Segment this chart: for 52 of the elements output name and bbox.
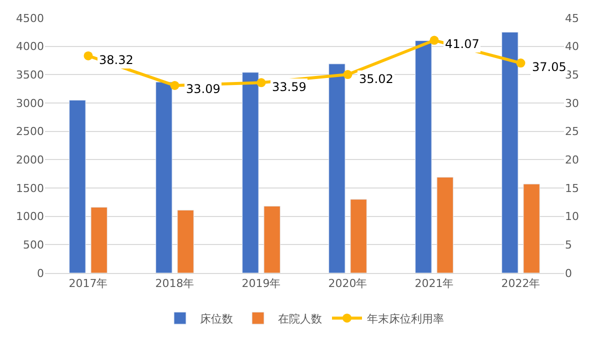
data-label: 33.59 — [272, 80, 306, 94]
point — [343, 70, 352, 80]
y-tick-label: 3500 — [16, 68, 44, 82]
y2-tick-label: 15 — [565, 182, 579, 195]
data-label: 41.07 — [445, 37, 480, 51]
bar — [90, 207, 108, 273]
legend-label: 年末床位利用率 — [367, 312, 444, 326]
legend-label: 在院人数 — [278, 312, 322, 326]
data-label: 37.05 — [532, 60, 566, 74]
point — [84, 51, 93, 60]
y2-tick-label: 10 — [565, 210, 579, 224]
point — [170, 80, 180, 90]
x-tick-label: 2017年 — [68, 277, 108, 290]
x-tick-label: 2020年 — [328, 277, 368, 290]
y-tick-label: 3000 — [16, 96, 44, 110]
point — [256, 78, 266, 88]
bar — [328, 64, 346, 273]
bar — [523, 184, 540, 273]
y-tick-label: 1000 — [16, 210, 44, 224]
bar — [415, 40, 432, 273]
data-label: 33.09 — [186, 82, 220, 96]
bar — [264, 206, 280, 273]
bar — [69, 100, 86, 273]
legend-label: 床位数 — [200, 312, 233, 326]
point — [430, 36, 439, 45]
x-tick-label: 2022年 — [501, 277, 540, 290]
y-tick-label: 500 — [23, 238, 44, 252]
y-tick-label: 4000 — [16, 40, 44, 54]
y2-tick-label: 40 — [565, 40, 579, 54]
point — [516, 58, 526, 68]
y-tick-label: 2500 — [16, 125, 44, 138]
bar — [177, 210, 194, 273]
y2-tick-label: 5 — [565, 238, 572, 252]
bar — [502, 32, 518, 273]
bar — [436, 176, 454, 273]
y2-tick-label: 45 — [565, 12, 579, 25]
y2-tick-label: 25 — [565, 125, 579, 138]
y-tick-label: 4500 — [16, 12, 44, 25]
y-tick-label: 1500 — [16, 182, 44, 195]
y-tick-label: 0 — [37, 266, 44, 280]
data-label: 35.02 — [359, 72, 394, 86]
y2-tick-label: 20 — [565, 154, 579, 167]
y-tick-label: 2000 — [16, 154, 44, 167]
bar — [242, 72, 259, 273]
x-tick-label: 2021年 — [414, 277, 454, 290]
y2-tick-label: 30 — [565, 96, 579, 110]
x-tick-label: 2019年 — [242, 277, 281, 290]
y2-tick-label: 0 — [565, 266, 572, 280]
bar — [156, 82, 172, 273]
bar — [350, 199, 367, 273]
data-label: 38.32 — [99, 53, 134, 67]
x-tick-label: 2018年 — [155, 277, 194, 290]
